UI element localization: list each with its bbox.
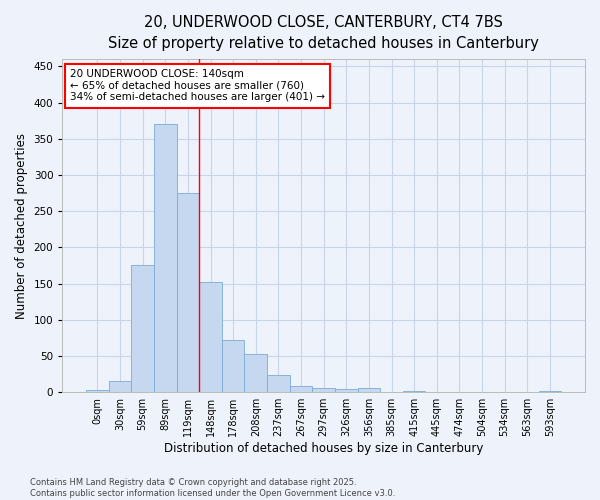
Bar	[154, 124, 176, 392]
Text: 20 UNDERWOOD CLOSE: 140sqm
← 65% of detached houses are smaller (760)
34% of sem: 20 UNDERWOOD CLOSE: 140sqm ← 65% of deta…	[70, 69, 325, 102]
Bar	[539, 391, 561, 392]
Bar	[403, 391, 425, 392]
Bar	[222, 340, 244, 392]
Bar	[290, 386, 313, 392]
Bar	[335, 388, 358, 392]
Title: 20, UNDERWOOD CLOSE, CANTERBURY, CT4 7BS
Size of property relative to detached h: 20, UNDERWOOD CLOSE, CANTERBURY, CT4 7BS…	[108, 15, 539, 51]
Text: Contains HM Land Registry data © Crown copyright and database right 2025.
Contai: Contains HM Land Registry data © Crown c…	[30, 478, 395, 498]
Bar	[109, 382, 131, 392]
Y-axis label: Number of detached properties: Number of detached properties	[15, 132, 28, 318]
Bar	[199, 282, 222, 392]
Bar	[86, 390, 109, 392]
Bar	[267, 375, 290, 392]
Bar	[244, 354, 267, 392]
Bar	[358, 388, 380, 392]
X-axis label: Distribution of detached houses by size in Canterbury: Distribution of detached houses by size …	[164, 442, 484, 455]
Bar	[176, 193, 199, 392]
Bar	[131, 266, 154, 392]
Bar	[313, 388, 335, 392]
